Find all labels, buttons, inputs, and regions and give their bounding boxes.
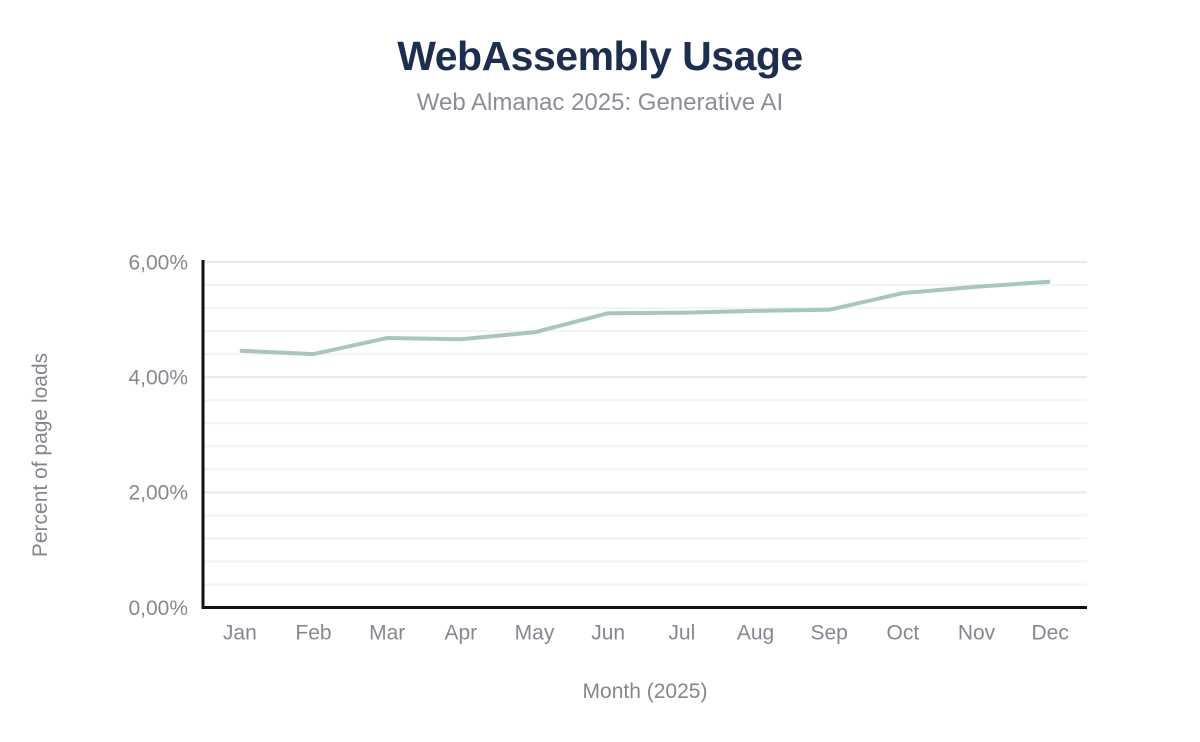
series-line (239, 279, 1051, 357)
x-tick-label: Mar (369, 622, 405, 645)
y-tick-label: 6,00% (128, 251, 188, 274)
x-tick-label: May (515, 622, 555, 645)
y-tick-label: 4,00% (128, 367, 188, 390)
axes (201, 260, 1087, 609)
x-tick-label: Oct (886, 622, 919, 645)
x-tick-label: Apr (444, 622, 477, 645)
x-tick-label: Dec (1031, 622, 1068, 645)
gridlines (203, 261, 1087, 586)
y-axis-tick-labels: 0,00% 2,00% 4,00% 6,00% (128, 251, 188, 619)
x-tick-label: Aug (737, 622, 774, 645)
y-tick-label: 0,00% (128, 597, 188, 620)
y-axis-title: Percent of page loads (29, 353, 52, 557)
x-tick-label: Jul (668, 622, 695, 645)
y-tick-label: 2,00% (128, 482, 188, 505)
x-axis-tick-labels: Jan Feb Mar Apr May Jun Jul Aug Sep Oct Nov Dec (223, 622, 1069, 645)
x-tick-label: Feb (295, 622, 331, 645)
x-tick-label: Sep (810, 622, 847, 645)
series-lines (239, 279, 1051, 357)
x-tick-label: Jan (223, 622, 257, 645)
x-axis-title: Month (2025) (583, 680, 708, 703)
chart-title: WebAssembly Usage (397, 33, 803, 79)
x-tick-label: Jun (591, 622, 625, 645)
x-tick-label: Nov (958, 622, 996, 645)
chart-subtitle: Web Almanac 2025: Generative AI (416, 89, 784, 116)
